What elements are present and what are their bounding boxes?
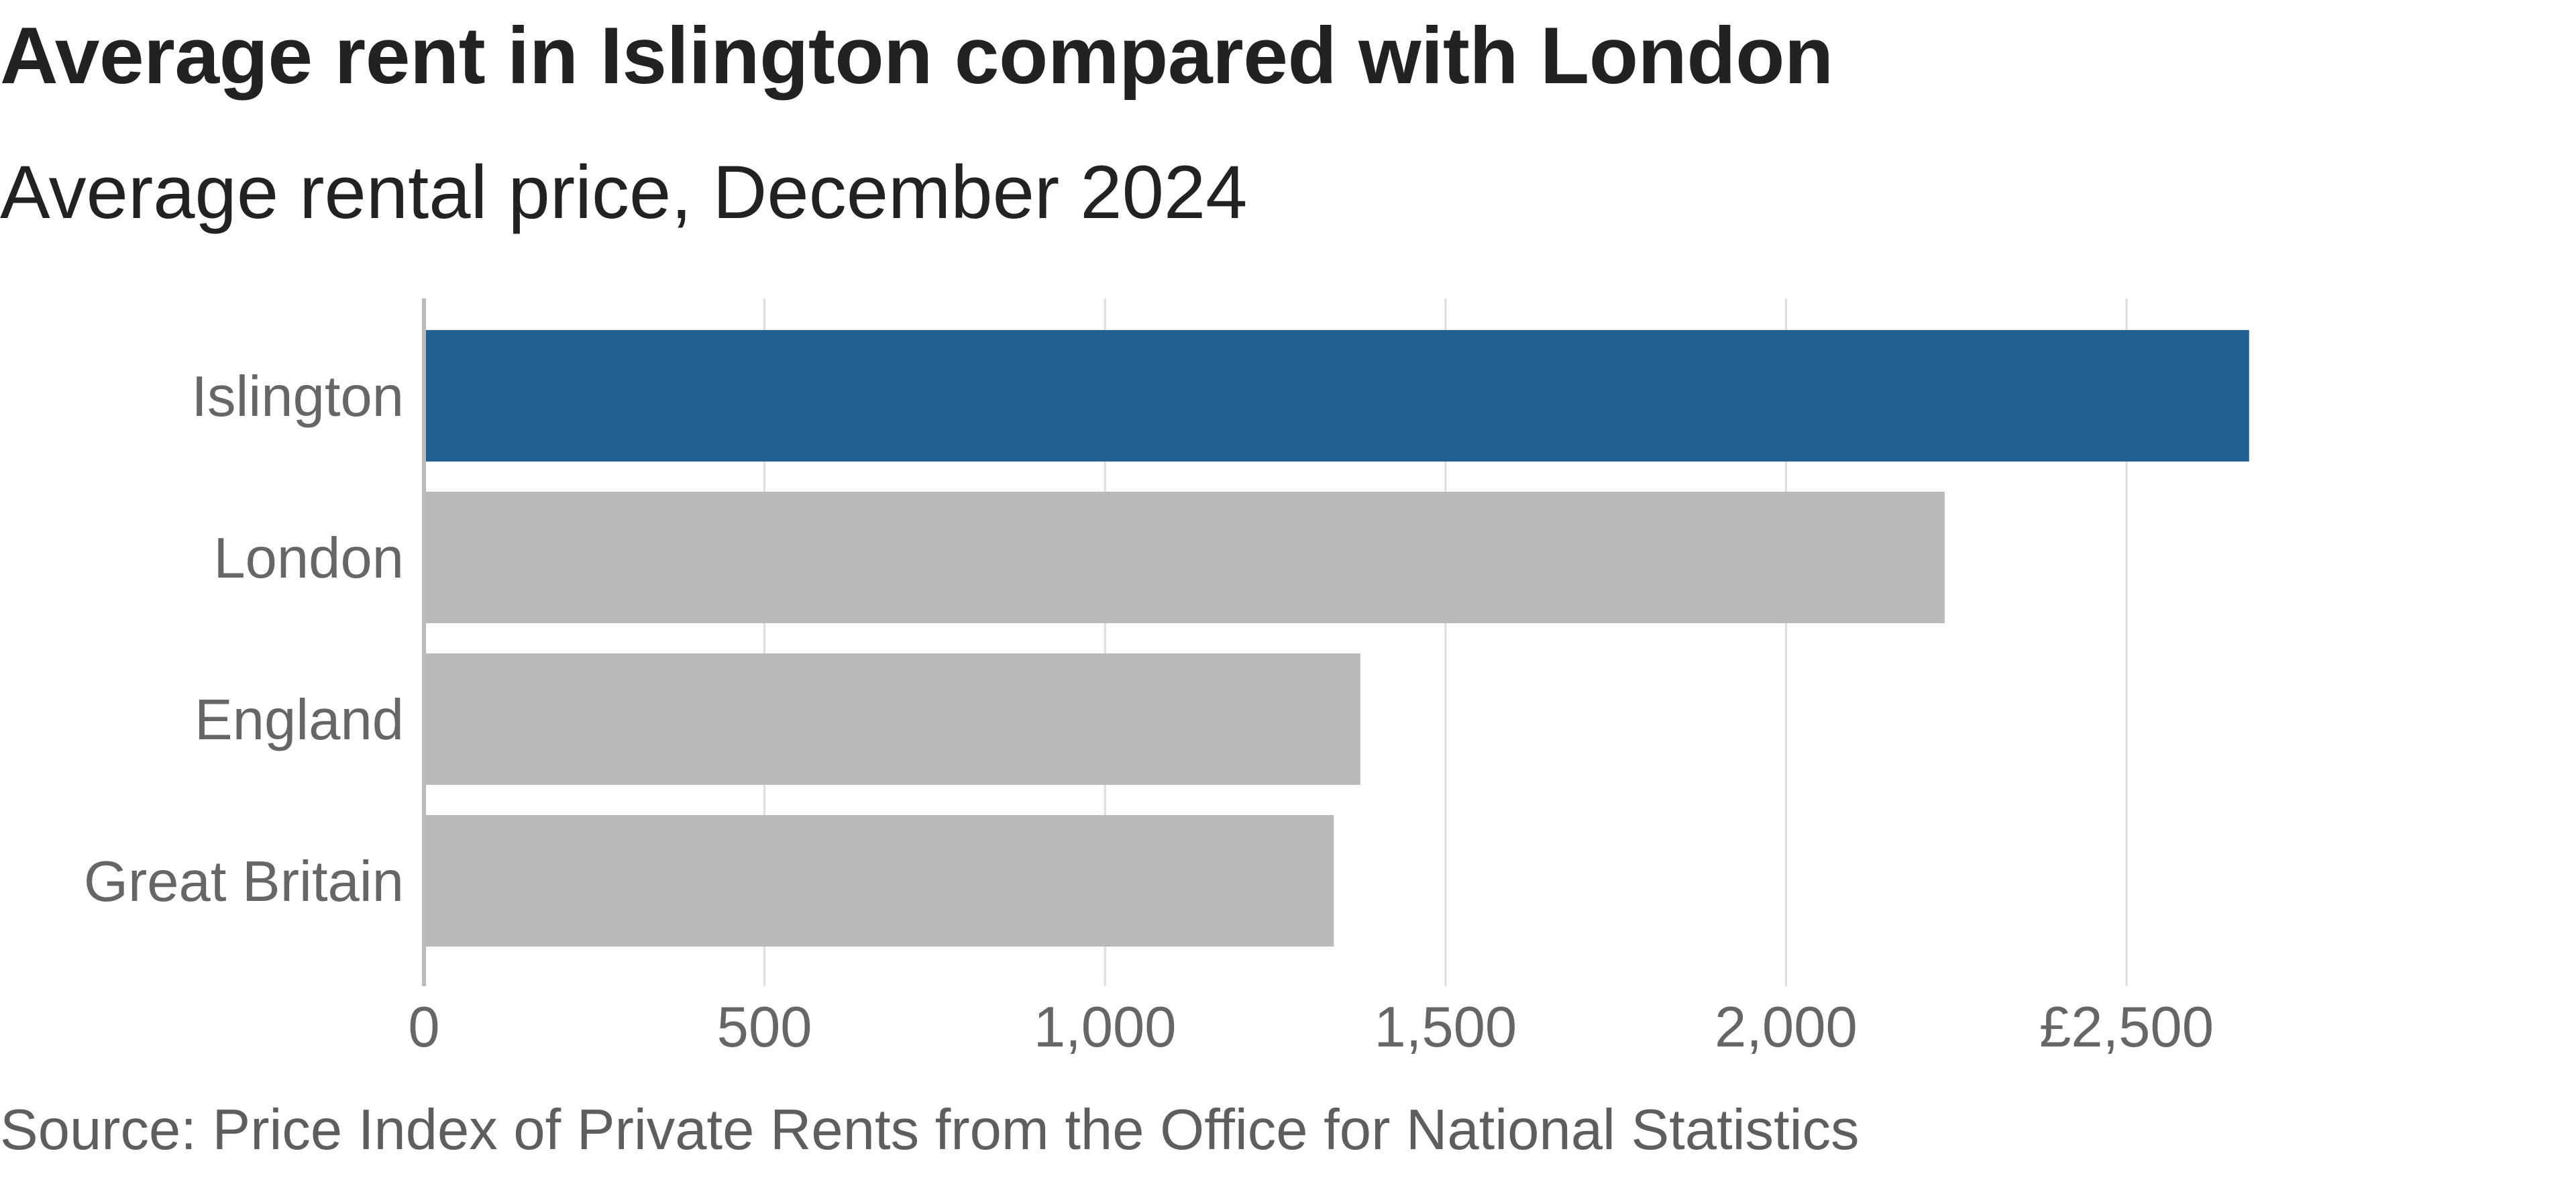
x-tick-label-1000: 1,000 [1034, 996, 1177, 1059]
bar-chart: Islington London England Great Britain 0 500… [84, 299, 2249, 1059]
category-label-great-britain: Great Britain [84, 850, 404, 914]
bar-london [424, 492, 1945, 623]
x-tick-label-500: 500 [717, 996, 812, 1059]
x-tick-label-1500: 1,500 [1374, 996, 1517, 1059]
bar-islington [424, 330, 2249, 462]
category-label-islington: Islington [191, 365, 404, 429]
x-tick-label-2500: £2,500 [2039, 996, 2214, 1059]
bars [424, 330, 2249, 947]
chart-title: Average rent in Islington compared with … [0, 11, 1833, 101]
bar-great-britain [424, 815, 1334, 947]
chart-subtitle: Average rental price, December 2024 [0, 150, 1248, 234]
source-note: Source: Price Index of Private Rents fro… [0, 1098, 1860, 1162]
category-label-london: London [213, 527, 404, 590]
category-labels: Islington London England Great Britain [84, 365, 404, 914]
x-tick-label-0: 0 [408, 996, 439, 1059]
x-tick-labels: 0 500 1,000 1,500 2,000 £2,500 [408, 996, 2214, 1059]
bar-england [424, 653, 1360, 785]
category-label-england: England [195, 688, 404, 752]
x-tick-label-2000: 2,000 [1715, 996, 1858, 1059]
